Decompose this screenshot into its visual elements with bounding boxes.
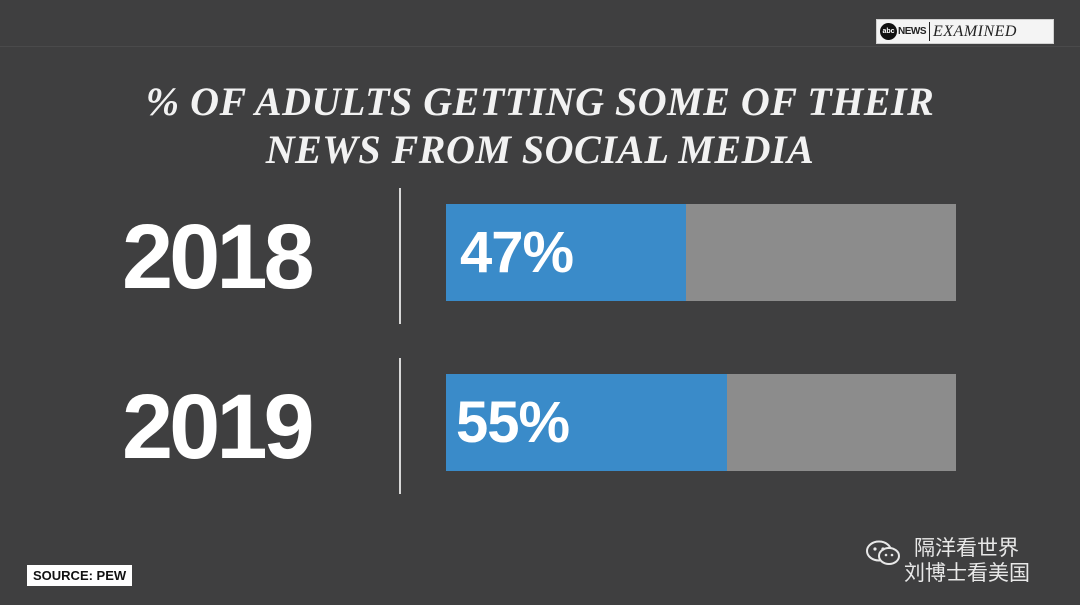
chart-title-line-2: NEWS FROM SOCIAL MEDIA <box>265 127 815 172</box>
header-divider <box>0 46 1080 47</box>
data-label-2018: 47% <box>460 220 574 285</box>
wechat-icon <box>866 540 900 565</box>
divider-2018 <box>399 188 401 324</box>
chart-title-line-1: % OF ADULTS GETTING SOME OF THEIR <box>145 79 935 124</box>
watermark-line-1: 隔洋看世界 <box>914 536 1019 560</box>
bar-2019 <box>446 374 727 471</box>
bar-track-2019: 55% <box>446 374 956 471</box>
logo-news-text: NEWS <box>898 26 927 37</box>
source-label: SOURCE: PEW <box>27 565 133 586</box>
bar-2018 <box>446 204 686 301</box>
chart-title: % OF ADULTS GETTING SOME OF THEIR NEWS F… <box>60 78 1020 174</box>
abc-news-examined-logo: abc NEWS EXAMINED <box>876 19 1054 44</box>
watermark-line-2: 刘博士看美国 <box>904 561 1030 585</box>
logo-separator <box>929 22 930 41</box>
category-label-2019: 2019 <box>122 376 315 478</box>
logo-examined-text: EXAMINED <box>933 22 1017 40</box>
data-label-2019: 55% <box>456 390 570 455</box>
bar-track-2018: 47% <box>446 204 956 301</box>
category-label-2018: 2018 <box>122 206 315 308</box>
abc-logo-icon: abc <box>880 23 897 40</box>
divider-2019 <box>399 358 401 494</box>
